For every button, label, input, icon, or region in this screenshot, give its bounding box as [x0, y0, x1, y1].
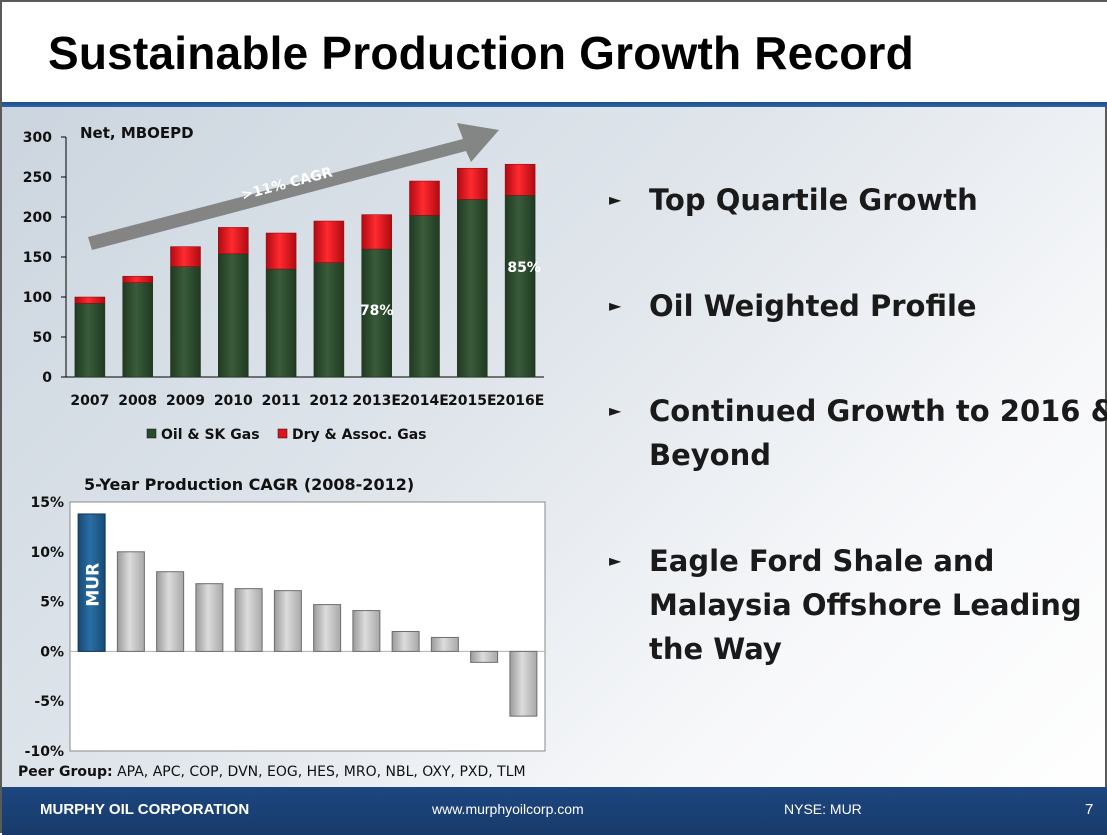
x-tick-label: 2008 [118, 393, 157, 409]
bar-label: MUR [84, 563, 104, 607]
peer-group-list: APA, APC, COP, DVN, EOG, HES, MRO, NBL, … [117, 764, 526, 780]
legend-swatch-gas [277, 428, 288, 439]
x-tick-label: 2011 [262, 393, 301, 409]
bar-peer [195, 583, 224, 652]
growth-arrow [88, 123, 499, 250]
bar-peer [313, 604, 342, 652]
x-tick-label: 2010 [214, 393, 253, 409]
bar-gas-segment [504, 163, 536, 196]
triangle-bullet-icon: ► [609, 551, 622, 570]
bar-oil-segment [265, 268, 297, 378]
header-divider [2, 102, 1107, 107]
x-tick-label: 2015E [448, 393, 497, 409]
triangle-bullet-icon: ► [609, 401, 622, 420]
data-label: 85% [507, 260, 541, 276]
triangle-bullet-icon: ► [609, 190, 622, 209]
bar-oil-segment [170, 266, 201, 378]
y-tick-label: 200 [23, 210, 52, 226]
bar-peer [116, 551, 145, 652]
bar-gas-segment [409, 180, 440, 216]
bar-peer [391, 630, 420, 652]
bar-peer [470, 650, 499, 663]
bar-oil-segment [218, 253, 249, 378]
y-tick-label: 250 [23, 170, 52, 186]
page-number: 7 [1085, 801, 1094, 818]
bar-gas-segment [313, 220, 345, 263]
triangle-bullet-icon: ► [609, 296, 622, 315]
bullet-text: Continued Growth to 2016 & Beyond [649, 394, 1107, 472]
footer-company: MURPHY OIL CORPORATION [40, 801, 250, 818]
chart-title: Net, MBOEPD [80, 124, 194, 142]
x-tick-label: 2007 [70, 393, 109, 409]
bar-gas-segment [361, 214, 392, 250]
chart-title: 5-Year Production CAGR (2008-2012) [84, 475, 414, 494]
x-tick-label: 2012 [309, 393, 348, 409]
y-tick-label: 0% [40, 644, 64, 660]
footer-ticker: NYSE: MUR [784, 801, 862, 817]
bullet-item: ► Oil Weighted Profile [607, 284, 977, 328]
bullet-item: ► Continued Growth to 2016 & Beyond [607, 389, 1107, 477]
y-tick-label: 5% [40, 595, 64, 611]
y-tick-label: 100 [23, 290, 52, 306]
y-tick-label: 10% [30, 545, 64, 561]
page-title: Sustainable Production Growth Record [48, 27, 914, 79]
x-tick-label: 2013E [352, 393, 401, 409]
y-tick-label: 150 [23, 250, 52, 266]
y-tick-label: 0 [42, 370, 52, 386]
x-tick-label: 2014E [400, 393, 449, 409]
x-tick-label: 2009 [166, 393, 205, 409]
bar-oil-segment [313, 262, 345, 378]
bar-oil-segment [409, 215, 440, 378]
y-tick-label: 300 [23, 130, 52, 146]
bullet-item: ► Top Quartile Growth [607, 178, 978, 222]
bar-oil-segment [361, 248, 392, 378]
bullet-item: ► Eagle Ford Shale and Malaysia Offshore… [607, 539, 1107, 671]
legend-swatch-oil [146, 428, 157, 439]
header: Sustainable Production Growth Record [2, 2, 1107, 102]
legend-label: Oil & SK Gas [161, 427, 260, 443]
bar-mur [77, 513, 106, 652]
x-tick-label: 2016E [496, 393, 545, 409]
bullet-text: Oil Weighted Profile [649, 289, 977, 323]
bar-oil-segment [122, 282, 153, 378]
bar-oil-segment [457, 199, 488, 378]
bar-gas-segment [265, 232, 297, 270]
bar-peer [156, 571, 185, 652]
bar-peer [352, 610, 381, 652]
peer-group-label: Peer Group: [18, 764, 113, 780]
legend-label: Dry & Assoc. Gas [292, 427, 427, 443]
bar-gas-segment [218, 227, 249, 255]
bar-peer [430, 636, 459, 652]
bullet-text: Eagle Ford Shale and Malaysia Offshore L… [649, 544, 1082, 666]
footer-website: www.murphyoilcorp.com [432, 801, 584, 817]
y-tick-label: 15% [30, 495, 64, 511]
bar-gas-segment [170, 246, 201, 267]
bar-oil-segment [504, 195, 536, 378]
bar-peer [509, 650, 538, 717]
y-tick-label: -5% [34, 694, 64, 710]
plot-area [69, 501, 546, 752]
bar-gas-segment [74, 296, 106, 304]
data-label: 78% [360, 303, 394, 319]
bar-peer [234, 588, 263, 652]
peer-group-line: Peer Group: APA, APC, COP, DVN, EOG, HES… [18, 764, 526, 780]
bullet-text: Top Quartile Growth [649, 183, 978, 217]
bar-gas-segment [122, 275, 153, 283]
footer: MURPHY OIL CORPORATION www.murphyoilcorp… [2, 787, 1107, 835]
bar-peer [273, 590, 302, 652]
bar-gas-segment [457, 167, 488, 200]
y-tick-label: -10% [25, 744, 64, 760]
y-tick-label: 50 [33, 330, 53, 346]
bar-oil-segment [74, 303, 106, 378]
